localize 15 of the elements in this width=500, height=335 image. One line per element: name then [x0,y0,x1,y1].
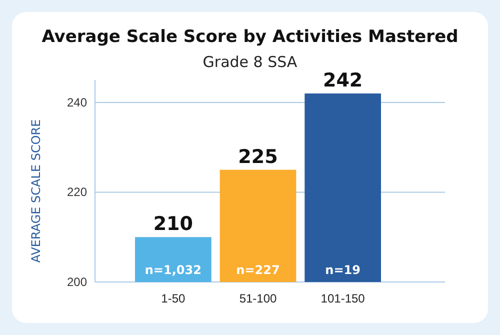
x-tick-label: 101-150 [320,292,366,306]
y-tick-label: 200 [66,274,88,289]
annotation: n=1,032 [144,263,202,277]
data-label: 210 [153,213,194,236]
chart-title: Average Scale Score by Activities Mastered [42,27,458,47]
y-tick-label: 220 [66,185,88,200]
data-label: 225 [238,146,278,168]
chart-subtitle: Grade 8 SSA [202,53,298,71]
annotation: n=19 [325,263,360,277]
y-axis-title: AVERAGE SCALE SCORE [29,119,43,263]
x-tick-label: 1-50 [161,292,186,306]
x-tick-label: 51-100 [239,292,278,306]
annotation: n=227 [236,263,280,277]
y-tick-label: 240 [66,95,88,110]
data-label: 242 [322,69,363,92]
